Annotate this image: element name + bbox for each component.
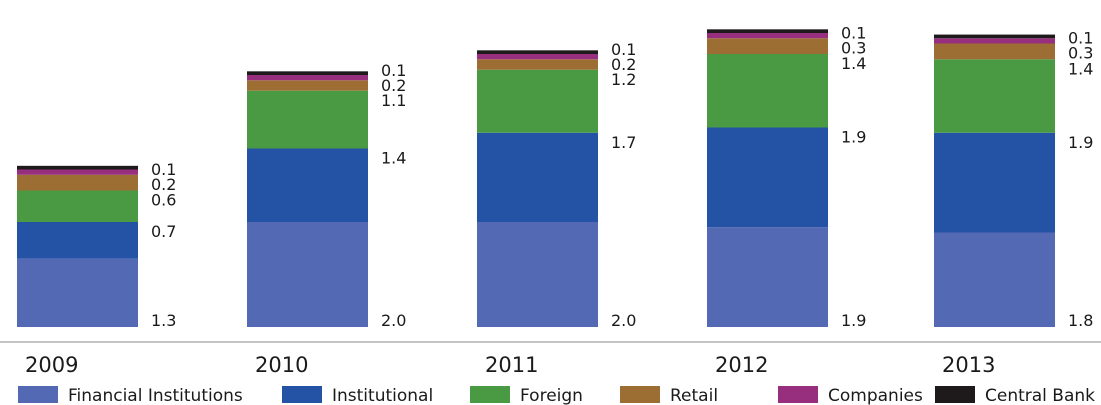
- bar-segment-institutional-2010: [247, 148, 368, 222]
- bar-segment-central-bank-2013: [934, 34, 1055, 39]
- value-label-financial-institutions-2012: 1.9: [841, 311, 866, 330]
- bar-segment-central-bank-2011: [477, 50, 598, 54]
- legend-swatch-companies: [778, 386, 818, 403]
- legend-swatch-central-bank: [935, 386, 975, 403]
- value-label-institutional-2009: 0.7: [151, 222, 176, 241]
- legend-label-financial-institutions: Financial Institutions: [68, 386, 243, 405]
- legend-label-companies: Companies: [828, 386, 923, 405]
- bar-segment-foreign-2010: [247, 90, 368, 149]
- legend-swatch-retail: [620, 386, 660, 403]
- category-label-2010: 2010: [255, 353, 308, 377]
- value-label-retail-2009: 0.2: [151, 175, 176, 194]
- bars-layer: [17, 29, 1055, 327]
- bar-segment-central-bank-2010: [247, 71, 368, 75]
- legend-label-institutional: Institutional: [332, 386, 433, 405]
- value-label-institutional-2012: 1.9: [841, 128, 866, 147]
- bar-segment-institutional-2013: [934, 132, 1055, 233]
- value-label-financial-institutions-2009: 1.3: [151, 311, 176, 330]
- bar-segment-retail-2009: [17, 174, 138, 191]
- legend-swatch-financial-institutions: [18, 386, 58, 403]
- value-label-foreign-2009: 0.6: [151, 191, 176, 210]
- value-label-central-bank-2009: 0.1: [151, 160, 176, 179]
- bar-segment-financial-institutions-2010: [247, 222, 368, 327]
- value-label-financial-institutions-2013: 1.8: [1068, 311, 1093, 330]
- value-label-retail-2012: 0.3: [841, 38, 866, 57]
- value-label-foreign-2011: 1.2: [611, 70, 636, 89]
- value-labels-layer: 1.30.70.60.20.12.01.41.10.20.12.01.71.20…: [151, 23, 1093, 330]
- bar-segment-financial-institutions-2011: [477, 222, 598, 327]
- legend-label-central-bank: Central Bank: [985, 386, 1095, 405]
- bar-segment-financial-institutions-2013: [934, 232, 1055, 327]
- bar-segment-foreign-2012: [707, 54, 828, 128]
- bar-segment-companies-2011: [477, 54, 598, 60]
- bar-segment-central-bank-2012: [707, 29, 828, 33]
- bar-segment-companies-2013: [934, 38, 1055, 44]
- value-label-institutional-2011: 1.7: [611, 133, 636, 152]
- legend-swatch-foreign: [470, 386, 510, 403]
- bar-segment-companies-2010: [247, 75, 368, 81]
- value-label-institutional-2010: 1.4: [381, 149, 406, 168]
- bar-segment-foreign-2011: [477, 69, 598, 133]
- category-label-2013: 2013: [942, 353, 995, 377]
- bar-segment-institutional-2011: [477, 132, 598, 222]
- value-label-foreign-2012: 1.4: [841, 54, 866, 73]
- bar-segment-financial-institutions-2009: [17, 258, 138, 327]
- legend: Financial Institutions Institutional Forei…: [18, 386, 1095, 405]
- value-label-central-bank-2013: 0.1: [1068, 29, 1093, 48]
- value-label-financial-institutions-2010: 2.0: [381, 311, 406, 330]
- bar-segment-companies-2009: [17, 169, 138, 175]
- bar-segment-retail-2012: [707, 38, 828, 54]
- bar-segment-retail-2011: [477, 59, 598, 70]
- legend-label-foreign: Foreign: [520, 386, 583, 405]
- value-label-central-bank-2012: 0.1: [841, 23, 866, 42]
- bar-segment-retail-2013: [934, 43, 1055, 60]
- bar-segment-companies-2012: [707, 33, 828, 39]
- category-label-2012: 2012: [715, 353, 768, 377]
- value-label-foreign-2013: 1.4: [1068, 59, 1093, 78]
- value-label-retail-2011: 0.2: [611, 55, 636, 74]
- legend-label-retail: Retail: [670, 386, 718, 405]
- bar-segment-institutional-2012: [707, 127, 828, 228]
- value-label-central-bank-2010: 0.1: [381, 61, 406, 80]
- category-label-2011: 2011: [485, 353, 538, 377]
- bar-segment-retail-2010: [247, 80, 368, 91]
- category-labels-layer: 2009 2010 2011 2012 2013: [25, 353, 995, 377]
- value-label-financial-institutions-2011: 2.0: [611, 311, 636, 330]
- bar-segment-foreign-2009: [17, 190, 138, 222]
- bar-segment-financial-institutions-2012: [707, 227, 828, 327]
- legend-swatch-institutional: [282, 386, 322, 403]
- value-label-retail-2010: 0.2: [381, 76, 406, 95]
- bar-segment-central-bank-2009: [17, 165, 138, 170]
- value-label-foreign-2010: 1.1: [381, 91, 406, 110]
- category-label-2009: 2009: [25, 353, 78, 377]
- value-label-institutional-2013: 1.9: [1068, 133, 1093, 152]
- value-label-central-bank-2011: 0.1: [611, 40, 636, 59]
- bar-segment-foreign-2013: [934, 59, 1055, 133]
- bar-segment-institutional-2009: [17, 222, 138, 259]
- value-label-retail-2013: 0.3: [1068, 44, 1093, 63]
